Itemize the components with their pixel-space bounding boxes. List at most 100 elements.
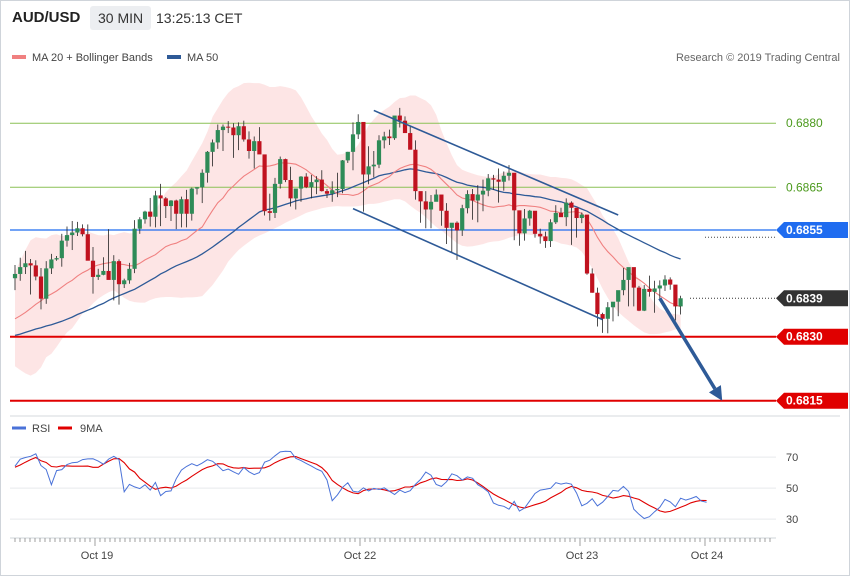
candle <box>480 179 486 212</box>
candle-body <box>288 180 293 199</box>
candle <box>132 220 137 274</box>
candle-body <box>402 120 408 134</box>
candle-body <box>205 151 210 173</box>
candle-body <box>371 164 376 167</box>
candle <box>454 221 460 260</box>
credit-text: Research © 2019 Trading Central <box>676 52 840 64</box>
candle-body <box>564 202 569 218</box>
candle-body <box>397 115 402 121</box>
candle-body <box>345 151 350 161</box>
candle-body <box>434 194 439 202</box>
candle <box>631 267 636 307</box>
candle-body <box>600 314 605 319</box>
candle-body <box>12 273 18 279</box>
candle-body <box>454 222 460 231</box>
candle <box>600 312 605 333</box>
candle-body <box>553 212 558 223</box>
candle <box>642 285 647 312</box>
candle <box>486 174 491 197</box>
candle-body <box>460 208 465 231</box>
candle <box>397 107 402 128</box>
candle-body <box>236 126 241 136</box>
channel-line-upper <box>373 109 619 216</box>
candle-body <box>657 285 662 289</box>
ma50-legend-label: MA 50 <box>187 52 218 64</box>
candle-body <box>501 175 506 182</box>
candle-body <box>64 235 70 241</box>
candle <box>475 185 480 223</box>
candle <box>579 212 584 224</box>
rsi-ma9-line <box>14 456 707 513</box>
timestamp: 13:25:13 CET <box>156 10 243 26</box>
candle <box>610 301 616 322</box>
candle <box>584 214 590 275</box>
candle-body <box>163 198 168 207</box>
level-label-resistance: 0.6865 <box>786 180 823 194</box>
candle <box>330 181 335 202</box>
candle <box>434 189 439 202</box>
candle-body <box>631 267 636 288</box>
candle-body <box>85 234 90 261</box>
candle-body <box>465 194 470 209</box>
candle <box>215 124 220 149</box>
level-tag-pivot <box>776 221 848 238</box>
candle-body <box>439 194 444 211</box>
candle <box>543 231 548 248</box>
candle <box>257 127 262 155</box>
candle <box>673 284 678 321</box>
candle-body <box>538 233 543 237</box>
candle-body <box>314 179 319 183</box>
candle-body <box>132 228 137 269</box>
candle <box>18 257 23 281</box>
candle-body <box>137 219 142 229</box>
candle <box>49 253 54 274</box>
candle-body <box>70 232 75 236</box>
candle-body <box>262 154 267 212</box>
candle <box>200 169 205 204</box>
candle-body <box>142 211 148 220</box>
candle-body <box>486 178 491 191</box>
price-plot-area: 0.6880 0.6865 0.6855 0.6839 0.6830 0.6815 <box>10 82 848 409</box>
candle-body <box>392 115 397 139</box>
level-label-current: 0.6839 <box>786 291 823 305</box>
candle-body <box>382 136 387 141</box>
candle <box>361 121 366 212</box>
level-tag-support <box>776 392 848 409</box>
candle-body <box>480 190 486 195</box>
candle <box>153 190 158 228</box>
candle <box>106 229 111 280</box>
level-tag-support <box>776 328 848 345</box>
candle-body <box>496 179 501 182</box>
candle-body <box>517 210 522 234</box>
candle <box>293 188 298 210</box>
candle <box>137 217 142 234</box>
level-label-support: 0.6830 <box>786 330 823 344</box>
candle-body <box>54 258 59 260</box>
timeframe-badge[interactable]: 30 MIN <box>90 6 152 30</box>
candle <box>590 268 595 293</box>
time-axis-label: Oct 23 <box>566 550 598 562</box>
candle-body <box>241 126 246 140</box>
rsi-line <box>14 450 707 520</box>
candle-body <box>252 141 257 151</box>
candle <box>558 207 564 218</box>
candle <box>538 228 543 244</box>
candle-body <box>293 188 298 199</box>
candle <box>179 196 184 228</box>
candle <box>158 183 163 227</box>
candle <box>111 255 116 301</box>
candle <box>319 170 324 192</box>
candle <box>621 267 626 296</box>
candle-body <box>38 276 44 299</box>
channel-line-lower <box>352 207 603 321</box>
candle-body <box>413 149 418 192</box>
candle <box>64 226 70 247</box>
candle <box>496 168 501 203</box>
candle <box>267 193 272 221</box>
candle-body <box>652 288 657 292</box>
candle <box>80 224 85 237</box>
candle <box>678 295 683 315</box>
candle-body <box>543 236 548 242</box>
candle <box>75 221 80 236</box>
candle-body <box>127 268 132 281</box>
